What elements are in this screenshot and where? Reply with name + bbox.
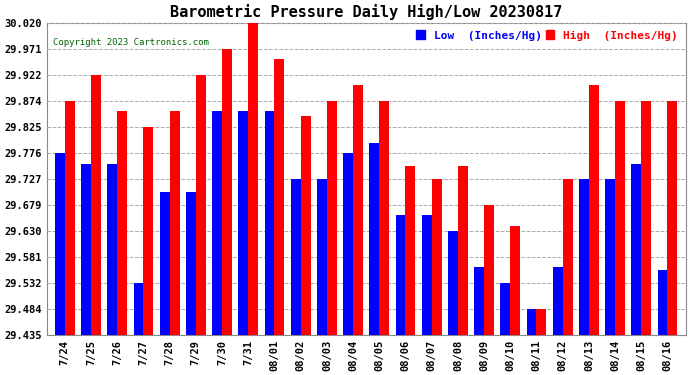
Text: Copyright 2023 Cartronics.com: Copyright 2023 Cartronics.com	[53, 38, 209, 47]
Bar	[117, 111, 127, 335]
Bar	[380, 100, 389, 335]
Bar	[474, 267, 484, 335]
Bar	[55, 153, 65, 335]
Bar	[317, 179, 327, 335]
Bar	[615, 100, 625, 335]
Bar	[406, 166, 415, 335]
Bar	[144, 127, 153, 335]
Bar	[667, 100, 678, 335]
Bar	[301, 116, 310, 335]
Bar	[108, 164, 117, 335]
Bar	[186, 192, 196, 335]
Bar	[327, 100, 337, 335]
Bar	[395, 215, 406, 335]
Bar	[422, 215, 432, 335]
Bar	[264, 111, 275, 335]
Bar	[196, 75, 206, 335]
Bar	[526, 309, 537, 335]
Bar	[343, 153, 353, 335]
Bar	[353, 85, 363, 335]
Bar	[500, 283, 511, 335]
Bar	[369, 143, 380, 335]
Bar	[134, 283, 144, 335]
Bar	[275, 59, 284, 335]
Bar	[511, 226, 520, 335]
Legend: Low  (Inches/Hg), High  (Inches/Hg): Low (Inches/Hg), High (Inches/Hg)	[414, 28, 680, 43]
Bar	[458, 166, 468, 335]
Bar	[248, 23, 258, 335]
Bar	[537, 309, 546, 335]
Bar	[159, 192, 170, 335]
Bar	[484, 205, 494, 335]
Bar	[579, 179, 589, 335]
Bar	[290, 179, 301, 335]
Bar	[553, 267, 562, 335]
Bar	[212, 111, 222, 335]
Bar	[562, 179, 573, 335]
Bar	[658, 270, 667, 335]
Bar	[91, 75, 101, 335]
Title: Barometric Pressure Daily High/Low 20230817: Barometric Pressure Daily High/Low 20230…	[170, 4, 562, 20]
Bar	[238, 111, 248, 335]
Bar	[589, 85, 599, 335]
Bar	[641, 100, 651, 335]
Bar	[222, 49, 232, 335]
Bar	[81, 164, 91, 335]
Bar	[631, 164, 641, 335]
Bar	[448, 231, 458, 335]
Bar	[170, 111, 179, 335]
Bar	[65, 100, 75, 335]
Bar	[432, 179, 442, 335]
Bar	[605, 179, 615, 335]
